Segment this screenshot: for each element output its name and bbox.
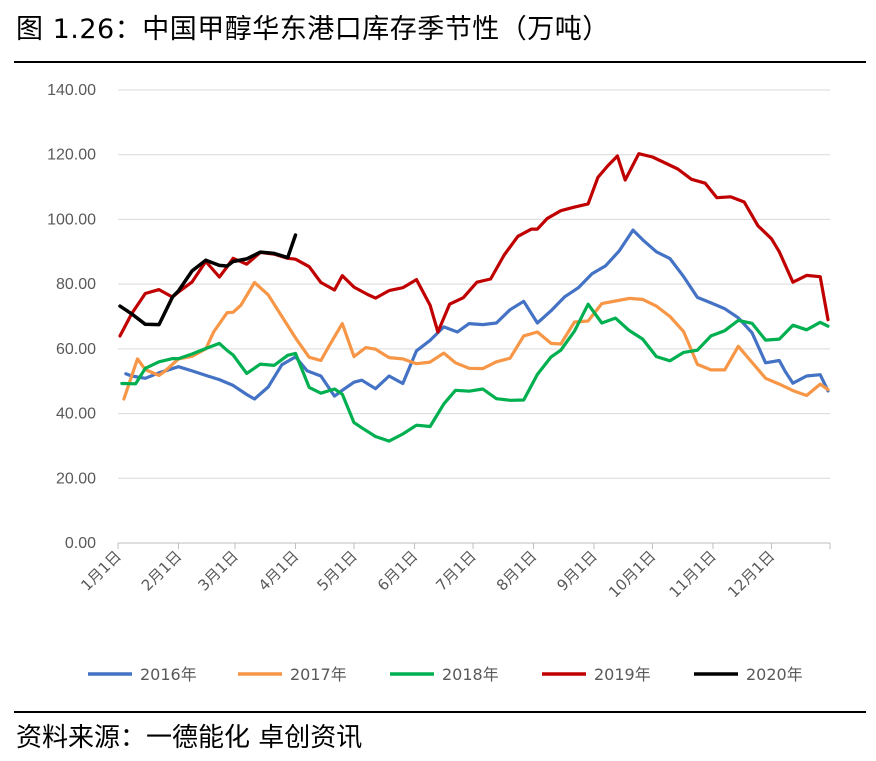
y-tick-label: 0.00 xyxy=(65,535,96,552)
legend: 2016年 2017年 2018年 2019年 2020年 xyxy=(88,665,803,684)
y-tick-label: 140.00 xyxy=(47,82,96,99)
series-line-2020 xyxy=(118,233,298,327)
y-axis-ticks: 0.00 20.00 40.00 60.00 80.00 100.00 120.00 140.… xyxy=(47,82,96,552)
legend-label: 2020年 xyxy=(746,665,803,684)
x-tick-label: 5月1日 xyxy=(313,547,360,594)
series-line-2018 xyxy=(120,302,830,443)
x-tick-label: 11月1日 xyxy=(666,547,720,601)
legend-label: 2019年 xyxy=(594,665,651,684)
y-tick-label: 80.00 xyxy=(56,276,96,293)
x-tick-label: 7月1日 xyxy=(432,547,479,594)
x-tick-label: 3月1日 xyxy=(194,547,241,594)
legend-label: 2016年 xyxy=(140,665,197,684)
gridlines xyxy=(118,89,830,479)
series-lines xyxy=(118,152,830,443)
y-tick-label: 20.00 xyxy=(56,470,96,487)
legend-label: 2017年 xyxy=(290,665,347,684)
x-tick-label: 4月1日 xyxy=(255,547,302,594)
x-tick-label: 9月1日 xyxy=(553,547,600,594)
series-line-2016 xyxy=(124,228,830,401)
x-tick-label: 1月1日 xyxy=(77,547,124,594)
axes xyxy=(117,542,831,549)
series-line-2017 xyxy=(122,280,830,401)
x-tick-label: 6月1日 xyxy=(374,547,421,594)
x-tick-label: 10月1日 xyxy=(605,547,659,601)
bottom-rule xyxy=(14,711,866,713)
x-tick-label: 12月1日 xyxy=(724,547,778,601)
top-rule xyxy=(14,61,866,63)
figure-title: 图 1.26：中国甲醇华东港口库存季节性（万吨） xyxy=(16,14,610,45)
figure-source: 资料来源：一德能化 卓创资讯 xyxy=(16,723,363,753)
y-tick-label: 60.00 xyxy=(56,341,96,358)
x-tick-label: 2月1日 xyxy=(138,547,185,594)
x-tick-label: 8月1日 xyxy=(493,547,540,594)
y-tick-label: 40.00 xyxy=(56,406,96,423)
y-tick-label: 120.00 xyxy=(47,147,96,164)
x-axis-ticks: 1月1日 2月1日 3月1日 4月1日 5月1日 6月1日 7月1日 8月1日 9月1日 10月1… xyxy=(77,547,778,601)
series-line-2019 xyxy=(118,152,830,338)
y-tick-label: 100.00 xyxy=(47,211,96,228)
legend-label: 2018年 xyxy=(442,665,499,684)
